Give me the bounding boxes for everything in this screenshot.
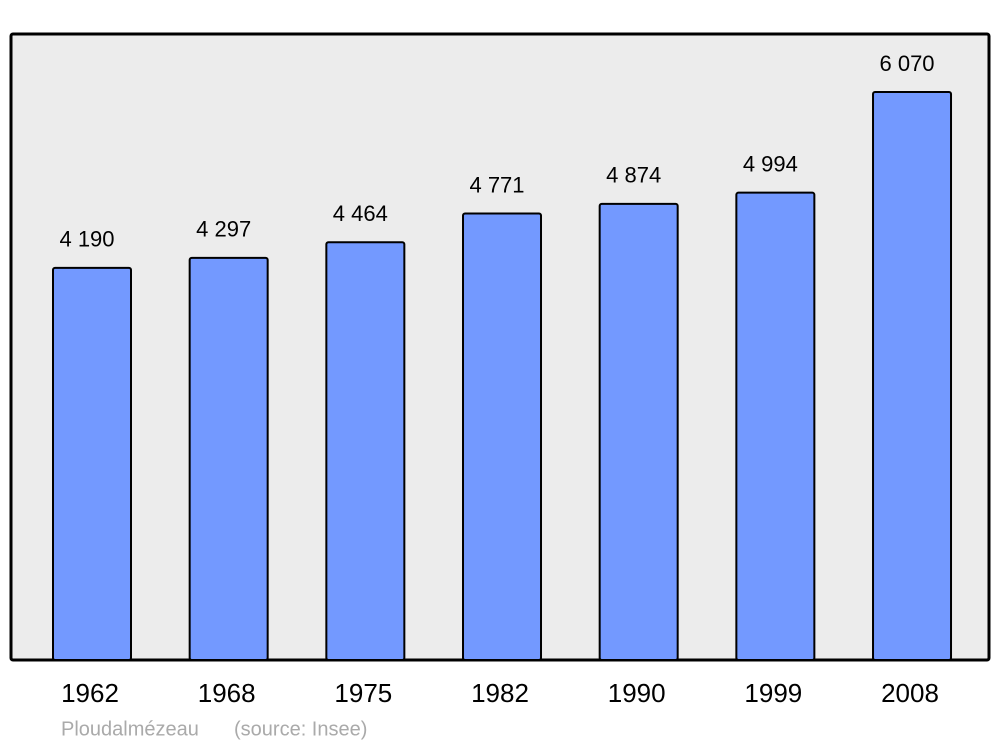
- x-tick-label: 1999: [744, 678, 802, 708]
- source: (source: Insee): [234, 718, 367, 740]
- bar: [462, 212, 543, 662]
- value-label: 6 070: [879, 51, 934, 76]
- value-label: 4 874: [606, 163, 661, 188]
- x-tick-label: 1982: [471, 678, 529, 708]
- value-label: 4 297: [196, 217, 251, 242]
- bar: [735, 191, 816, 662]
- value-label: 4 771: [469, 172, 524, 197]
- bar: [188, 256, 269, 661]
- bar: [52, 266, 132, 661]
- x-tick-label: 1962: [61, 678, 119, 708]
- bar: [325, 241, 406, 662]
- x-tick-label: 2008: [881, 678, 939, 708]
- bar: [872, 91, 953, 661]
- x-tick-label: 1990: [608, 678, 666, 708]
- value-label: 4 190: [59, 227, 114, 252]
- value-label: 4 994: [743, 151, 798, 176]
- x-tick-label: 1968: [198, 678, 256, 708]
- value-label: 4 464: [333, 201, 388, 226]
- x-tick-label: 1975: [334, 678, 392, 708]
- caption: Ploudalmézeau: [61, 718, 199, 740]
- bar: [598, 202, 679, 661]
